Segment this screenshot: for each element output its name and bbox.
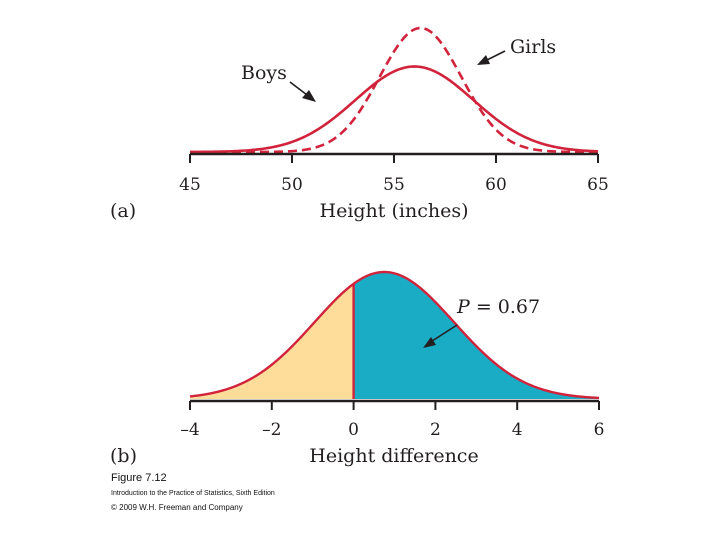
probability-symbol: P: [456, 296, 471, 318]
left-region-fill: [190, 283, 354, 399]
caption-copyright: © 2009 W.H. Freeman and Company: [111, 503, 243, 512]
difference-density-curve: [189, 270, 600, 400]
boys-density-curve: [189, 65, 599, 154]
panel-b-x-axis-title: Height difference: [309, 445, 478, 467]
panel-a-ticks: 45 50 55 60 65: [179, 154, 609, 195]
panel-b-label: (b): [110, 445, 137, 467]
panel-b-tick-label: 0: [348, 420, 359, 440]
panel-a-label: (a): [110, 200, 136, 222]
figure-caption: Figure 7.12 Introduction to the Practice…: [111, 472, 275, 512]
panel-b-tick-label: –2: [262, 420, 281, 440]
boys-label: Boys: [241, 62, 287, 84]
panel-a-tick-label: 65: [587, 175, 609, 195]
probability-value: = 0.67: [470, 296, 540, 318]
panel-a-tick-label: 50: [281, 175, 303, 195]
panel-b-tick-label: 4: [512, 420, 523, 440]
girls-label: Girls: [510, 36, 556, 58]
panel-b-ticks: –4 –2 0 2 4 6: [180, 401, 604, 440]
probability-label: P = 0.67: [456, 296, 540, 318]
right-region-fill: [353, 272, 599, 399]
caption-subtitle: Introduction to the Practice of Statisti…: [111, 490, 275, 497]
caption-title: Figure 7.12: [111, 472, 167, 484]
girls-arrow: [477, 50, 506, 65]
panel-b-chart: –4 –2 0 2 4 6 P = 0.67 (b) Height difference: [110, 270, 604, 467]
boys-arrow: [289, 81, 316, 102]
probability-arrow: [423, 324, 458, 348]
panel-a-tick-label: 55: [383, 175, 405, 195]
panel-b-tick-label: –4: [180, 420, 199, 440]
panel-a-tick-label: 60: [485, 175, 507, 195]
panel-b-tick-label: 6: [594, 420, 605, 440]
girls-density-curve: [190, 26, 598, 154]
panel-a-tick-label: 45: [179, 175, 201, 195]
panel-a-x-axis-title: Height (inches): [320, 200, 469, 222]
panel-a-chart: 45 50 55 60 65 Boys Girls (a) Height (inches…: [110, 26, 609, 222]
panel-b-tick-label: 2: [430, 420, 441, 440]
